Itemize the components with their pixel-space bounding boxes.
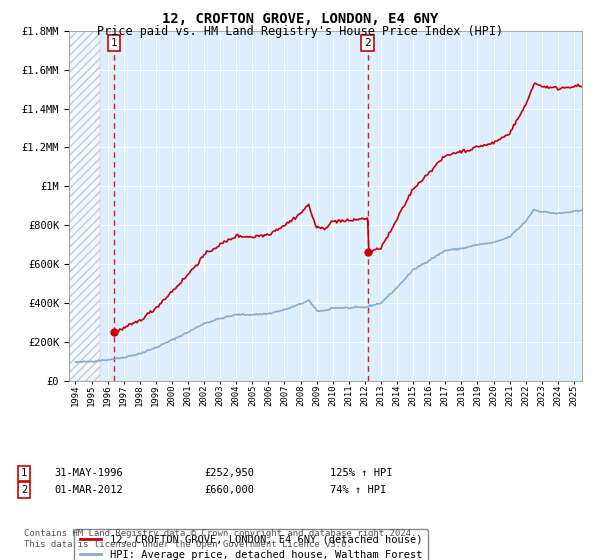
Text: 31-MAY-1996: 31-MAY-1996	[54, 468, 123, 478]
Text: 2: 2	[364, 38, 371, 48]
Text: 74% ↑ HPI: 74% ↑ HPI	[330, 485, 386, 495]
Text: 12, CROFTON GROVE, LONDON, E4 6NY: 12, CROFTON GROVE, LONDON, E4 6NY	[162, 12, 438, 26]
Text: 01-MAR-2012: 01-MAR-2012	[54, 485, 123, 495]
Text: £252,950: £252,950	[204, 468, 254, 478]
Legend: 12, CROFTON GROVE, LONDON, E4 6NY (detached house), HPI: Average price, detached: 12, CROFTON GROVE, LONDON, E4 6NY (detac…	[74, 529, 428, 560]
Text: Price paid vs. HM Land Registry's House Price Index (HPI): Price paid vs. HM Land Registry's House …	[97, 25, 503, 38]
Text: 1: 1	[111, 38, 118, 48]
Text: Contains HM Land Registry data © Crown copyright and database right 2024.
This d: Contains HM Land Registry data © Crown c…	[24, 529, 416, 549]
Bar	[69, 31, 100, 381]
Text: 1: 1	[21, 468, 27, 478]
Text: £660,000: £660,000	[204, 485, 254, 495]
Text: 2: 2	[21, 485, 27, 495]
Text: 125% ↑ HPI: 125% ↑ HPI	[330, 468, 392, 478]
